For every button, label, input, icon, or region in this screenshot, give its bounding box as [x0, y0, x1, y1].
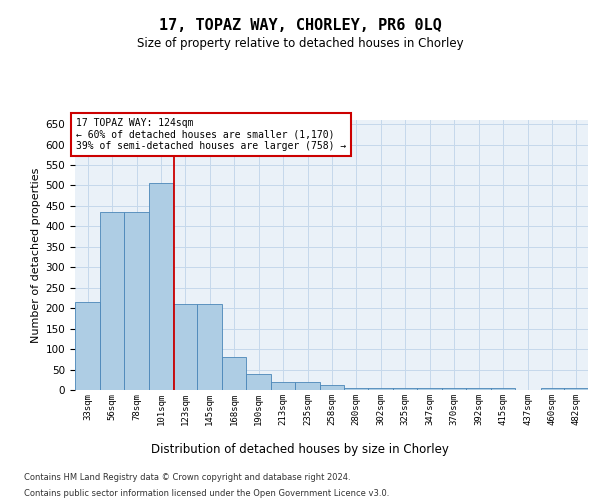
Bar: [466, 388, 491, 390]
Text: 17 TOPAZ WAY: 124sqm
← 60% of detached houses are smaller (1,170)
39% of semi-de: 17 TOPAZ WAY: 124sqm ← 60% of detached h…: [76, 118, 346, 151]
Bar: [418, 388, 442, 390]
Text: 17, TOPAZ WAY, CHORLEY, PR6 0LQ: 17, TOPAZ WAY, CHORLEY, PR6 0LQ: [158, 18, 442, 32]
Bar: [124, 212, 149, 390]
Bar: [149, 184, 173, 390]
Text: Contains public sector information licensed under the Open Government Licence v3: Contains public sector information licen…: [24, 489, 389, 498]
Bar: [100, 212, 124, 390]
Bar: [76, 302, 100, 390]
Y-axis label: Number of detached properties: Number of detached properties: [31, 168, 41, 342]
Bar: [320, 384, 344, 390]
Bar: [247, 374, 271, 390]
Bar: [394, 388, 416, 390]
Text: Contains HM Land Registry data © Crown copyright and database right 2024.: Contains HM Land Registry data © Crown c…: [24, 472, 350, 482]
Bar: [271, 382, 295, 390]
Bar: [541, 388, 563, 390]
Text: Size of property relative to detached houses in Chorley: Size of property relative to detached ho…: [137, 38, 463, 51]
Bar: [368, 388, 392, 390]
Bar: [491, 388, 515, 390]
Bar: [565, 388, 587, 390]
Bar: [173, 304, 197, 390]
Bar: [295, 382, 320, 390]
Bar: [442, 388, 466, 390]
Bar: [344, 388, 368, 390]
Bar: [223, 358, 245, 390]
Bar: [197, 304, 221, 390]
Text: Distribution of detached houses by size in Chorley: Distribution of detached houses by size …: [151, 442, 449, 456]
